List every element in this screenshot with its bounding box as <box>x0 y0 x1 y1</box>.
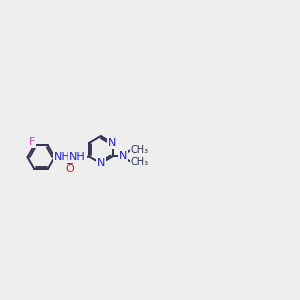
Text: NH: NH <box>54 152 70 162</box>
Text: CH₃: CH₃ <box>131 157 149 166</box>
Text: N: N <box>118 152 127 161</box>
Text: N: N <box>97 158 105 168</box>
Text: CH₃: CH₃ <box>131 145 149 155</box>
Text: O: O <box>66 164 75 174</box>
Text: N: N <box>108 138 117 148</box>
Text: F: F <box>29 137 36 147</box>
Text: NH: NH <box>69 152 86 162</box>
